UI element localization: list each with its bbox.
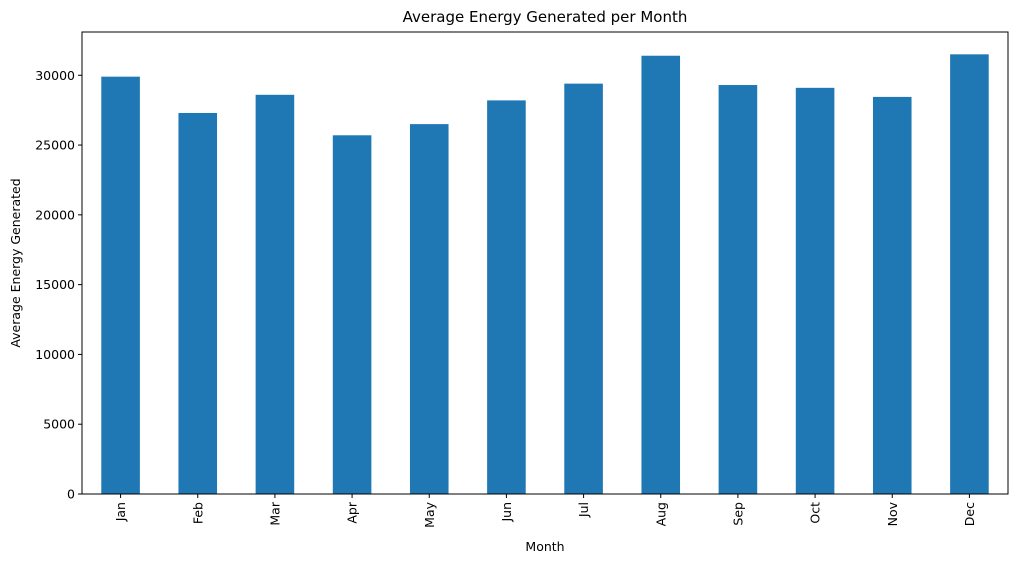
bar-aug bbox=[641, 55, 681, 495]
x-tick-label: Jul bbox=[576, 502, 591, 518]
x-tick-label: Sep bbox=[730, 502, 745, 526]
x-tick-label: May bbox=[422, 501, 437, 527]
y-axis-label: Average Energy Generated bbox=[8, 178, 23, 347]
x-axis-ticks: Jan Feb Mar Apr May Jun Jul Aug Sep Oct Nov Dec bbox=[113, 494, 977, 528]
bar-dec bbox=[950, 54, 989, 494]
bar-jan bbox=[101, 76, 140, 495]
bar-may bbox=[409, 124, 449, 494]
x-tick-label: Nov bbox=[885, 501, 900, 526]
y-tick-label: 0 bbox=[67, 487, 75, 502]
y-tick-label: 30000 bbox=[35, 68, 75, 83]
x-tick-label: Jun bbox=[499, 502, 514, 523]
x-tick-label: Jan bbox=[113, 502, 128, 522]
y-tick-label: 5000 bbox=[43, 417, 75, 432]
x-axis-label: Month bbox=[525, 539, 564, 554]
y-tick-label: 15000 bbox=[35, 277, 75, 292]
x-tick-label: Aug bbox=[653, 502, 668, 526]
x-tick-label: Dec bbox=[962, 502, 977, 526]
bars-group bbox=[101, 54, 989, 495]
plot-frame bbox=[81, 31, 1009, 495]
x-tick-label: Mar bbox=[267, 501, 282, 525]
y-axis-ticks: 0 5000 10000 15000 20000 25000 30000 bbox=[35, 68, 82, 502]
chart-title: Average Energy Generated per Month bbox=[403, 8, 688, 26]
bar-mar bbox=[255, 94, 295, 495]
y-tick-label: 25000 bbox=[35, 138, 75, 153]
x-tick-label: Feb bbox=[190, 502, 205, 524]
bar-apr bbox=[332, 135, 372, 495]
bar-oct bbox=[795, 87, 835, 495]
y-tick-label: 20000 bbox=[35, 207, 75, 222]
bar-jul bbox=[564, 83, 603, 495]
y-tick-label: 10000 bbox=[35, 347, 75, 362]
bar-nov bbox=[872, 96, 912, 494]
x-tick-label: Oct bbox=[808, 502, 823, 524]
x-tick-label: Apr bbox=[345, 501, 360, 523]
bar-sep bbox=[718, 85, 758, 494]
bar-jun bbox=[487, 100, 526, 494]
bar-feb bbox=[178, 112, 218, 494]
